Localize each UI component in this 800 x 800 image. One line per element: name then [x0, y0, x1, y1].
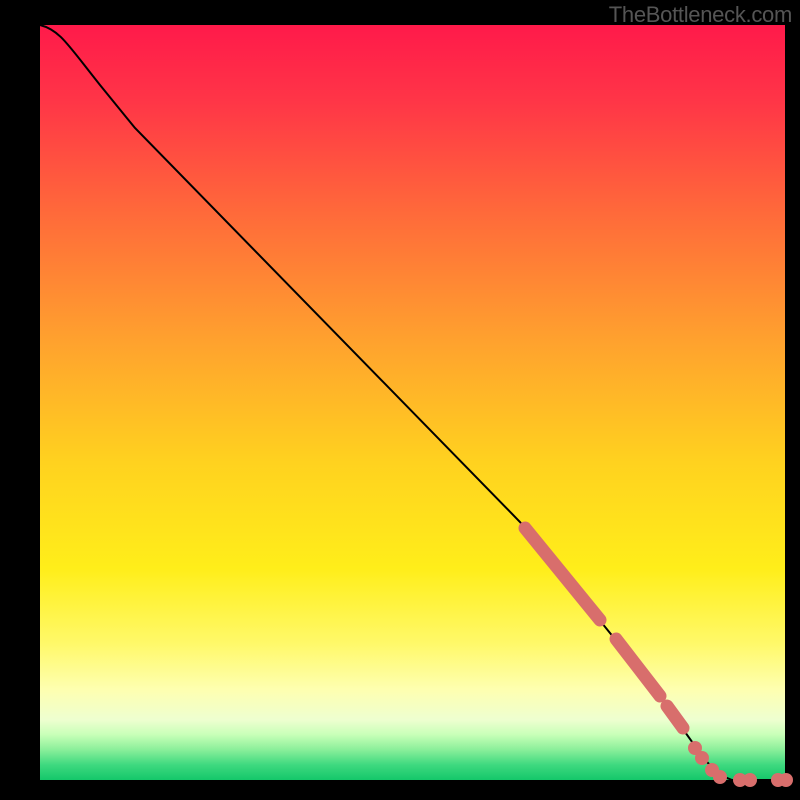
data-marker	[695, 751, 709, 765]
chart-container: TheBottleneck.com	[0, 0, 800, 800]
data-marker	[779, 773, 793, 787]
plot-background	[40, 25, 785, 780]
chart-svg	[0, 0, 800, 800]
data-marker	[743, 773, 757, 787]
watermark-text: TheBottleneck.com	[609, 2, 792, 28]
data-marker	[713, 770, 727, 784]
